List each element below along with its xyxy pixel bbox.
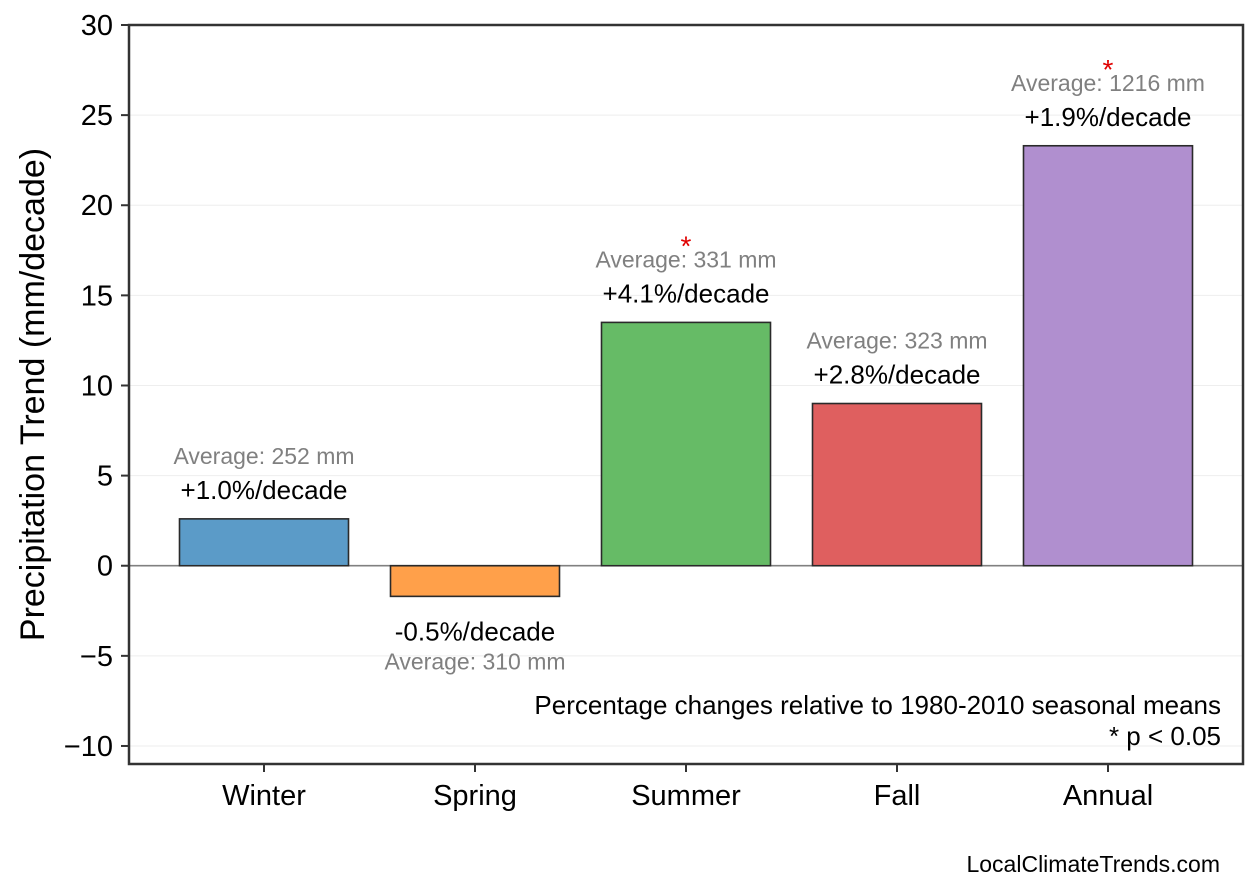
x-tick-label: Annual	[1063, 780, 1153, 812]
average-label: Average: 252 mm	[173, 443, 354, 469]
bar-fall	[811, 402, 983, 567]
x-tick-label: Winter	[222, 780, 306, 812]
y-tick-label: 0	[97, 551, 113, 583]
y-axis-label: Precipitation Trend (mm/decade)	[14, 148, 52, 641]
percent-label: -0.5%/decade	[395, 616, 555, 646]
y-tick-label: 20	[81, 190, 113, 222]
y-axis-ticks: −10 −5 0 5 10 15 20 25 30	[64, 10, 129, 763]
significance-star: *	[1103, 54, 1114, 85]
y-tick-label: 5	[97, 461, 113, 493]
source-credit: LocalClimateTrends.com	[966, 851, 1220, 877]
bar-annual	[1022, 144, 1194, 567]
average-label: Average: 323 mm	[806, 328, 987, 354]
y-tick-label: −10	[64, 731, 113, 763]
x-tick-label: Fall	[874, 780, 921, 812]
x-tick-label: Summer	[631, 780, 741, 812]
bar-summer	[600, 321, 772, 567]
percent-label: +4.1%/decade	[603, 278, 770, 308]
bars	[178, 144, 1194, 598]
bar-spring	[389, 564, 561, 598]
percent-label: +2.8%/decade	[814, 360, 981, 390]
y-tick-label: 10	[81, 370, 113, 402]
average-label: Average: 1216 mm	[1011, 70, 1205, 96]
bar-winter	[178, 518, 350, 567]
x-tick-label: Spring	[433, 780, 517, 812]
x-axis-ticks: Winter Spring Summer Fall Annual	[222, 764, 1153, 812]
y-tick-label: 25	[81, 100, 113, 132]
y-tick-label: −5	[80, 641, 113, 673]
y-tick-label: 15	[81, 280, 113, 312]
significance-star: *	[681, 230, 692, 261]
y-tick-label: 30	[81, 10, 113, 42]
average-label: Average: 331 mm	[595, 246, 776, 272]
significance-note: * p < 0.05	[1109, 721, 1221, 751]
percentage-note: Percentage changes relative to 1980-2010…	[534, 690, 1221, 720]
percent-label: +1.0%/decade	[181, 475, 348, 505]
average-label: Average: 310 mm	[384, 648, 565, 674]
percent-label: +1.9%/decade	[1025, 102, 1192, 132]
